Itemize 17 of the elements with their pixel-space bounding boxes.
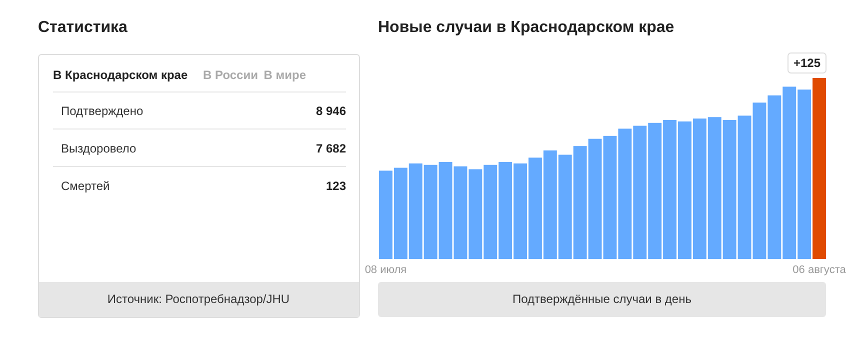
text: 123 [326,179,346,193]
category-label: Смертей [61,179,110,193]
text: 7 682 [316,142,346,156]
x-axis-title: Подтверждённые случаи в день [512,292,692,306]
text: В России [203,68,258,82]
x-tick-label: 08 июля [364,264,407,276]
x-tick-label: 06 августа [792,264,847,276]
text: В Краснодарском крае [53,68,188,82]
category-label: Выздоровело [61,142,137,156]
text: 8 946 [316,104,346,118]
text: В мире [264,68,306,82]
chart-title: Новые случаи в Краснодарском крае [378,19,674,36]
text: Источник: Роспотребнадзор/JHU [107,292,290,306]
bar [812,78,826,259]
text: Статистика [38,19,128,36]
category-label: Подтверждено [61,104,144,118]
data-label: +125 [793,56,821,70]
